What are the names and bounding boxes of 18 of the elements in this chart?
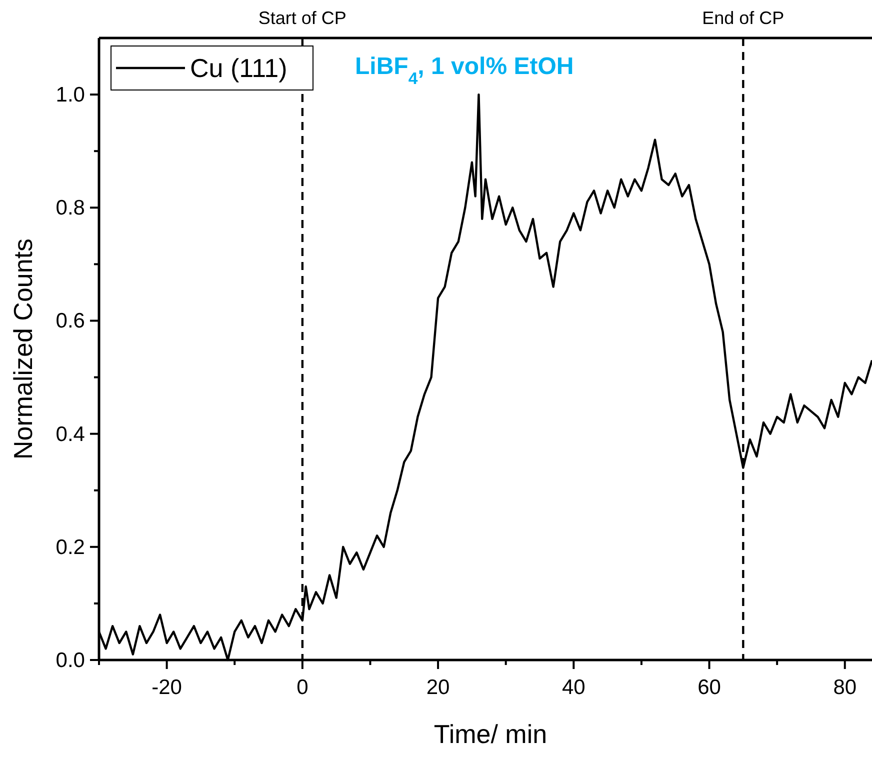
x-tick-label: 20 <box>426 676 450 699</box>
x-tick-label: 60 <box>698 676 721 699</box>
y-tick-label: 0.0 <box>56 649 85 672</box>
y-tick-label: 1.0 <box>56 84 85 107</box>
ref-line-label: Start of CP <box>258 8 346 28</box>
x-tick-label: 80 <box>833 676 857 699</box>
y-tick-label: 0.2 <box>56 536 85 559</box>
legend-label: Cu (111) <box>190 53 288 83</box>
annotation: LiBF$_{4}$, 1 vol% EtOH <box>355 53 574 88</box>
ref-line-label: End of CP <box>702 8 784 28</box>
x-axis-title: Time/ min <box>434 719 548 749</box>
x-tick-label: 0 <box>296 676 308 699</box>
y-tick-label: 0.6 <box>56 310 85 333</box>
x-tick-label: 40 <box>562 676 586 699</box>
y-axis-title: Normalized Counts <box>8 238 38 460</box>
x-tick-label: -20 <box>152 676 182 699</box>
y-tick-label: 0.8 <box>56 196 85 220</box>
y-tick-label: 0.4 <box>56 422 86 446</box>
